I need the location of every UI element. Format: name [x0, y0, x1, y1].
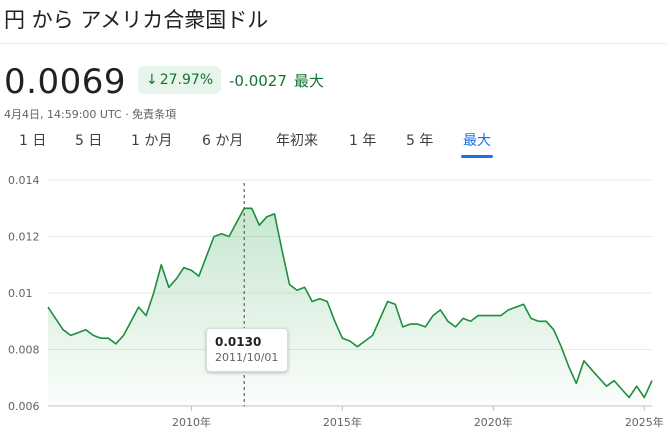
y-tick-label: 0.012 [8, 231, 40, 244]
tab-max[interactable]: 最大 [461, 130, 493, 158]
price-line [47, 207, 653, 399]
tab-1m[interactable]: 1 か月 [131, 133, 173, 149]
y-tick-label: 0.014 [8, 174, 40, 187]
arrow-down-icon: ↓ [146, 72, 158, 88]
change-info: -0.0027 最大 [229, 70, 324, 91]
y-tick-label: 0.008 [8, 344, 40, 357]
range-tabs: 1 日 5 日 1 か月 6 か月 年初来 1 年 5 年 最大 [0, 130, 667, 158]
hover-tooltip: 0.0130 2011/10/01 [206, 328, 288, 372]
tab-5d[interactable]: 5 日 [75, 133, 103, 149]
x-tick-label: 2025年 [625, 415, 664, 429]
x-tick-label: 2020年 [474, 415, 513, 429]
change-period: 最大 [293, 72, 324, 90]
tab-5y[interactable]: 5 年 [406, 133, 434, 149]
tab-1d[interactable]: 1 日 [19, 133, 47, 149]
tab-6m[interactable]: 6 か月 [202, 133, 244, 149]
x-tick-label: 2010年 [172, 415, 211, 429]
current-price: 0.0069 [4, 62, 126, 102]
timestamp: 4月4日, 14:59:00 UTC · 免責条項 [4, 108, 177, 121]
tooltip-value: 0.0130 [215, 335, 262, 349]
tooltip-date: 2011/10/01 [215, 351, 279, 364]
x-tick-label: 2015年 [323, 415, 362, 429]
tab-1y[interactable]: 1 年 [349, 133, 377, 149]
price-area [48, 208, 652, 406]
change-value: -0.0027 [229, 72, 287, 90]
change-percent-badge: ↓ 27.97% [138, 66, 222, 94]
change-percent: 27.97% [159, 72, 214, 88]
y-tick-label: 0.006 [8, 400, 40, 413]
header-divider [0, 43, 667, 44]
y-tick-label: 0.01 [8, 287, 33, 300]
tab-ytd[interactable]: 年初来 [276, 133, 318, 149]
price-chart[interactable]: 0.014 0.012 0.01 0.008 0.006 2010年 2015年 2020年… [0, 160, 667, 443]
x-axis: 2010年 2015年 2020年 2025年 [172, 406, 664, 429]
y-axis: 0.014 0.012 0.01 0.008 0.006 [8, 174, 40, 413]
page-title: 円 から アメリカ合衆国ドル [4, 8, 269, 32]
